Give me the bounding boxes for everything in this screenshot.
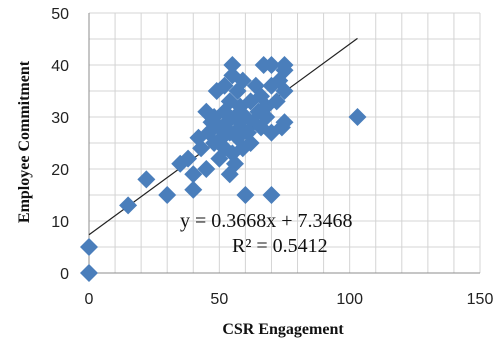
data-point: [80, 264, 98, 282]
data-point: [179, 149, 198, 168]
data-point: [197, 160, 216, 178]
data-point: [348, 108, 367, 126]
x-tick-label: 50: [210, 291, 228, 308]
data-point: [267, 92, 286, 111]
x-tick-label: 0: [85, 291, 94, 308]
data-point: [236, 186, 255, 204]
data-point: [275, 56, 294, 74]
data-point: [223, 56, 242, 74]
x-tick-label: 100: [336, 291, 363, 308]
data-point: [158, 186, 177, 204]
y-tick-label: 20: [51, 162, 69, 179]
data-point: [192, 139, 211, 158]
data-point: [275, 82, 294, 100]
data-point: [241, 134, 260, 152]
data-point: [225, 154, 244, 173]
y-tick-label: 50: [51, 6, 69, 23]
data-point: [262, 186, 281, 204]
data-point: [184, 180, 203, 199]
data-point: [184, 165, 203, 184]
tick-labels: 0 50 100 150 0 10 20 30 40 50: [51, 6, 493, 308]
x-tick-label: 150: [467, 291, 494, 308]
x-axis-title: CSR Engagement: [222, 321, 344, 338]
data-point: [262, 56, 281, 74]
trendline-equation: y = 0.3668x + 7.3468: [180, 210, 353, 232]
data-point: [241, 92, 260, 111]
data-point: [119, 196, 138, 215]
grid-layer: [88, 12, 481, 274]
data-point: [233, 71, 252, 90]
y-tick-label: 10: [51, 214, 69, 231]
data-points: [80, 56, 367, 282]
y-tick-label: 30: [51, 110, 69, 127]
data-point: [80, 238, 98, 256]
y-axis-title: Employee Commitment: [16, 60, 33, 223]
data-point: [137, 170, 156, 189]
data-point: [275, 113, 294, 132]
r-squared-label: R² = 0.5412: [232, 235, 328, 257]
data-point: [257, 108, 276, 126]
y-tick-label: 40: [51, 58, 69, 75]
axis-layer: [88, 13, 480, 274]
y-tick-label: 0: [60, 266, 69, 283]
data-point: [215, 76, 234, 95]
